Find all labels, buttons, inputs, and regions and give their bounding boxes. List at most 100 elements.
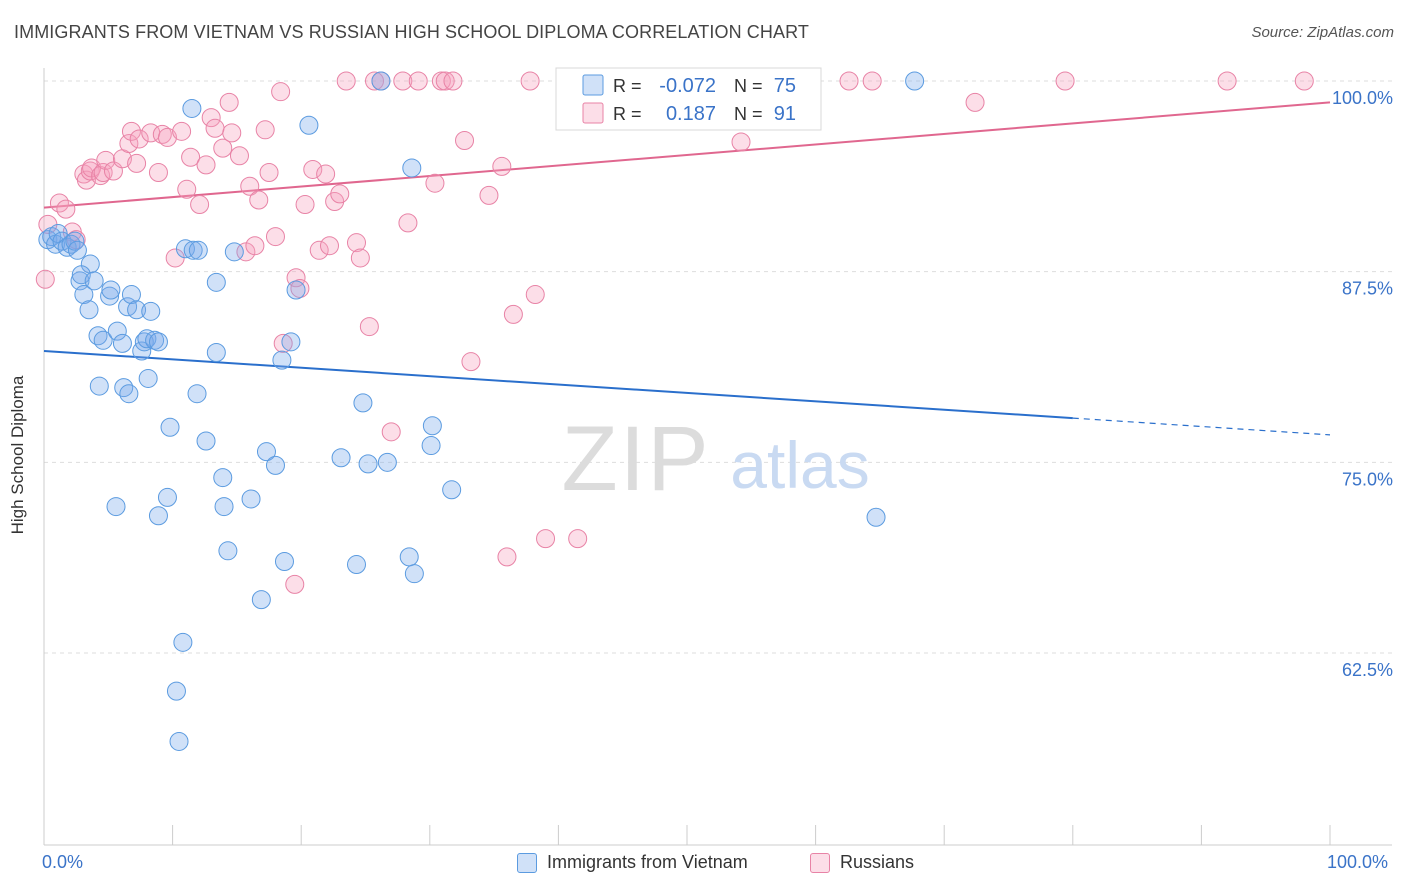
legend-r-label: R = <box>613 104 642 124</box>
data-point-russians <box>240 176 260 196</box>
legend-item-vietnam[interactable]: Immigrants from Vietnam <box>517 852 748 873</box>
data-point-russians <box>336 71 356 91</box>
data-point-russians <box>255 120 275 140</box>
watermark: ZIP atlas <box>561 408 869 510</box>
data-point-vietnam <box>183 240 203 260</box>
data-point-vietnam <box>121 285 141 305</box>
legend-n-label: N = <box>734 104 763 124</box>
legend-label-vietnam: Immigrants from Vietnam <box>547 852 748 872</box>
data-point-russians <box>393 71 413 91</box>
data-point-russians <box>503 304 523 324</box>
data-point-russians <box>196 155 216 175</box>
data-point-vietnam <box>101 280 121 300</box>
data-point-russians <box>213 138 233 158</box>
legend-label-russians: Russians <box>840 852 915 872</box>
data-point-vietnam <box>173 632 193 652</box>
x-tick-label-min: 0.0% <box>42 852 84 872</box>
data-point-vietnam <box>206 343 226 363</box>
data-point-russians <box>965 92 985 112</box>
data-point-russians <box>127 153 147 173</box>
data-point-vietnam <box>331 448 351 468</box>
data-point-russians <box>1055 71 1075 91</box>
data-point-vietnam <box>67 240 87 260</box>
data-point-vietnam <box>422 416 442 436</box>
data-point-vietnam <box>71 265 91 285</box>
data-point-russians <box>309 240 329 260</box>
data-point-russians <box>205 118 225 138</box>
data-point-vietnam <box>377 452 397 472</box>
data-point-vietnam <box>148 506 168 526</box>
data-point-russians <box>398 213 418 233</box>
data-point-vietnam <box>107 321 127 341</box>
data-point-vietnam <box>905 71 925 91</box>
data-point-vietnam <box>241 489 261 509</box>
data-point-vietnam <box>265 455 285 475</box>
data-point-vietnam <box>399 547 419 567</box>
data-point-vietnam <box>112 333 132 353</box>
data-point-vietnam <box>256 442 276 462</box>
data-point-russians <box>839 71 859 91</box>
data-point-vietnam <box>132 341 152 361</box>
legend-swatch-pink <box>582 102 604 124</box>
data-point-russians <box>96 150 116 170</box>
data-point-russians <box>249 190 269 210</box>
chart-source: Source: ZipAtlas.com <box>1251 24 1394 41</box>
data-point-vietnam <box>182 98 202 118</box>
data-point-russians <box>365 71 385 91</box>
data-point-vietnam <box>404 564 424 584</box>
data-point-russians <box>568 529 588 549</box>
data-point-vietnam <box>148 332 168 352</box>
data-point-russians <box>350 248 370 268</box>
y-tick-label: 75.0% <box>1342 469 1393 489</box>
data-point-vietnam <box>214 497 234 517</box>
data-point-russians <box>479 185 499 205</box>
data-point-russians <box>148 163 168 183</box>
data-point-russians <box>316 164 336 184</box>
series-vietnam <box>38 71 925 751</box>
data-point-russians <box>259 163 279 183</box>
data-point-russians <box>319 236 339 256</box>
data-point-russians <box>520 71 540 91</box>
data-point-russians <box>1294 71 1314 91</box>
data-point-vietnam <box>79 300 99 320</box>
data-point-russians <box>862 71 882 91</box>
data-point-vietnam <box>169 731 189 751</box>
data-point-russians <box>425 173 445 193</box>
data-point-russians <box>219 92 239 112</box>
data-point-vietnam <box>358 454 378 474</box>
data-point-russians <box>273 333 293 353</box>
data-point-vietnam <box>89 376 109 396</box>
data-point-vietnam <box>187 384 207 404</box>
y-tick-label: 100.0% <box>1332 88 1393 108</box>
legend-item-russians[interactable]: Russians <box>810 852 914 873</box>
correlation-legend: R = -0.072 N = 75 R = 0.187 N = 91 <box>555 67 822 131</box>
data-point-russians <box>525 285 545 305</box>
data-point-vietnam <box>114 378 134 398</box>
trend-line-vietnam-extension <box>1072 417 1331 436</box>
data-point-vietnam <box>353 393 373 413</box>
data-point-vietnam <box>141 301 161 321</box>
watermark-atlas: atlas <box>730 428 869 502</box>
trend-line-vietnam <box>43 349 1073 420</box>
data-point-russians <box>172 121 192 141</box>
axes <box>43 68 1392 846</box>
x-tick-label-max: 100.0% <box>1327 852 1389 872</box>
data-point-russians <box>152 124 172 144</box>
data-point-vietnam <box>402 158 422 178</box>
data-point-vietnam <box>57 237 77 257</box>
data-point-vietnam <box>106 497 126 517</box>
data-point-vietnam <box>251 590 271 610</box>
grid-lines <box>44 80 1392 654</box>
data-point-russians <box>271 82 291 102</box>
data-point-vietnam <box>421 436 441 456</box>
data-point-russians <box>731 132 751 152</box>
data-point-vietnam <box>65 231 85 251</box>
data-point-vietnam <box>84 271 104 291</box>
data-point-russians <box>177 179 197 199</box>
data-point-russians <box>93 163 113 183</box>
data-point-vietnam <box>371 71 391 91</box>
y-tick-label: 62.5% <box>1342 660 1393 680</box>
data-point-russians <box>285 574 305 594</box>
data-point-russians <box>303 159 323 179</box>
series-legend: Immigrants from Vietnam Russians <box>0 852 1406 878</box>
